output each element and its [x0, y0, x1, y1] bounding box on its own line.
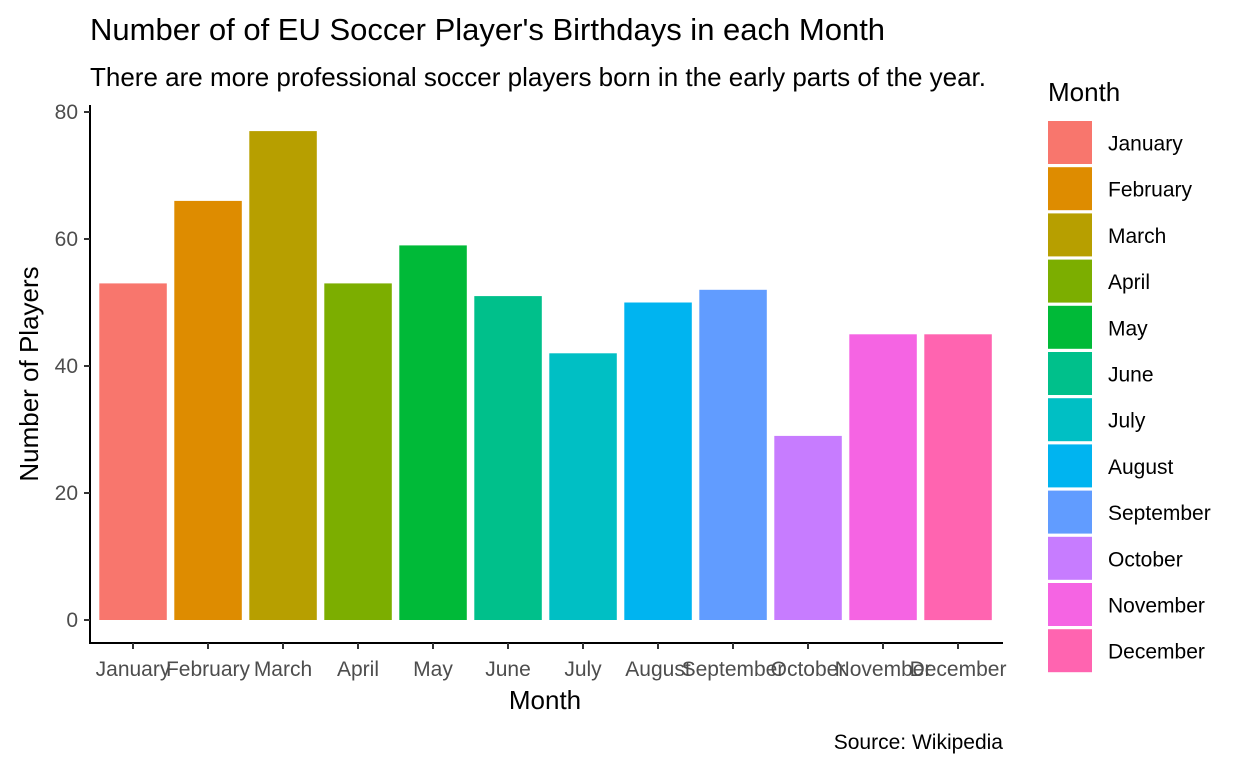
bar-march: [249, 131, 317, 620]
bar-november: [849, 334, 917, 621]
bar-june: [474, 296, 542, 620]
y-axis-title: Number of Players: [14, 266, 44, 481]
legend-label-january: January: [1108, 133, 1183, 156]
legend-label-may: May: [1108, 317, 1148, 340]
y-tick-label: 80: [55, 101, 78, 124]
x-tick-label-april: April: [337, 658, 379, 681]
x-tick-label-may: May: [413, 658, 453, 681]
x-axis-title: Month: [509, 685, 581, 715]
legend-label-june: June: [1108, 364, 1154, 387]
chart-subtitle: There are more professional soccer playe…: [90, 62, 986, 92]
bar-august: [624, 302, 692, 620]
bars-group: [99, 131, 992, 621]
bar-october: [774, 435, 842, 620]
legend-label-july: July: [1108, 410, 1146, 433]
legend-key-july: [1048, 398, 1092, 442]
y-tick-label: 20: [55, 482, 78, 505]
legend-title: Month: [1048, 77, 1120, 107]
x-tick-label-january: January: [96, 658, 171, 681]
legend-key-february: [1048, 167, 1092, 211]
x-tick-label-october: October: [771, 658, 846, 681]
legend-label-november: November: [1108, 595, 1205, 618]
chart-title: Number of of EU Soccer Player's Birthday…: [90, 12, 885, 47]
bar-april: [324, 283, 392, 620]
x-tick-label-march: March: [254, 658, 312, 681]
x-tick-label-july: July: [564, 658, 602, 681]
x-tick-label-november: November: [835, 658, 932, 681]
y-tick-label: 0: [66, 609, 78, 632]
y-tick-label: 60: [55, 228, 78, 251]
legend-key-january: [1048, 121, 1092, 164]
legend-label-september: September: [1108, 502, 1211, 525]
x-tick-label-june: June: [485, 658, 531, 681]
bar-january: [99, 283, 167, 620]
x-tick-label-august: August: [625, 658, 691, 681]
chart-caption: Source: Wikipedia: [834, 731, 1004, 754]
legend-key-november: [1048, 583, 1092, 626]
legend-key-august: [1048, 444, 1092, 488]
bar-july: [549, 353, 617, 620]
legend: January February March April May June July Augu…: [1048, 121, 1211, 673]
legend-label-february: February: [1108, 179, 1193, 202]
x-tick-label-december: December: [910, 658, 1007, 681]
legend-key-may: [1048, 305, 1092, 349]
legend-key-april: [1048, 259, 1092, 303]
y-tick-label: 40: [55, 355, 78, 378]
legend-key-october: [1048, 536, 1092, 580]
bar-september: [699, 289, 767, 620]
bar-may: [399, 245, 467, 620]
bar-december: [924, 334, 992, 621]
legend-label-april: April: [1108, 271, 1150, 294]
x-tick-label-february: February: [166, 658, 251, 681]
legend-key-march: [1048, 213, 1092, 257]
legend-key-june: [1048, 352, 1092, 395]
legend-key-december: [1048, 629, 1092, 673]
legend-label-december: December: [1108, 641, 1205, 664]
legend-key-september: [1048, 490, 1092, 534]
bar-february: [174, 200, 242, 620]
legend-label-october: October: [1108, 548, 1183, 571]
x-tick-label-september: September: [682, 658, 785, 681]
legend-label-march: March: [1108, 225, 1166, 248]
legend-label-august: August: [1108, 456, 1174, 479]
y-axis: 0 20 40 60 80: [55, 101, 91, 644]
